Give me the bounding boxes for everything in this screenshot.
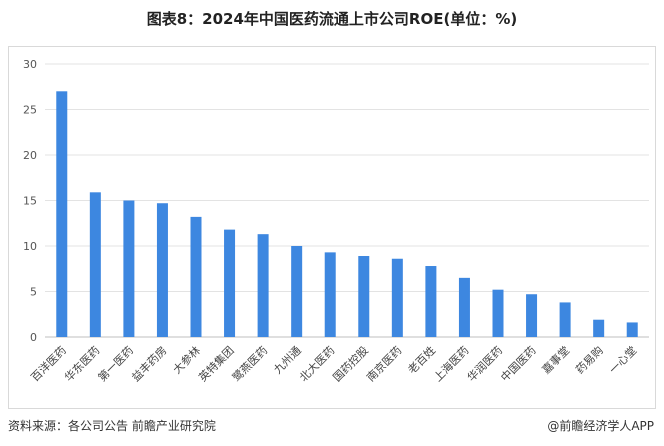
bar <box>56 91 68 337</box>
x-tick-label: 九州通 <box>271 344 304 377</box>
bar <box>291 246 303 337</box>
x-tick-label: 益丰药房 <box>129 343 170 384</box>
bar <box>391 258 403 337</box>
bar <box>458 277 470 337</box>
bar <box>257 234 269 337</box>
chart-frame: 0 5 10 15 20 25 30 百洋医药 华东医药 第一医药 益丰药房 大参林 英特集团 鹭燕医药… <box>8 46 656 409</box>
bar <box>190 216 202 337</box>
x-tick-label: 华东医药 <box>61 343 102 384</box>
x-tick-label: 英特集团 <box>196 343 237 384</box>
x-tick-label: 南京医药 <box>363 343 404 384</box>
x-tick-label: 老百姓 <box>405 343 438 376</box>
y-tick-label: 0 <box>30 331 37 344</box>
bar <box>89 192 101 337</box>
bar <box>358 256 370 337</box>
y-tick-label: 30 <box>23 58 37 71</box>
x-tick-label: 百洋医药 <box>28 343 69 384</box>
bar <box>559 302 571 337</box>
bar <box>492 289 504 337</box>
x-tick-label: 药易购 <box>573 343 606 376</box>
x-tick-label: 中国医药 <box>498 344 538 384</box>
x-tick-label: 鹭燕医药 <box>229 343 270 384</box>
bar <box>425 266 437 337</box>
bar <box>526 294 538 337</box>
grid-lines <box>45 63 649 338</box>
bar <box>156 203 168 337</box>
bar <box>593 319 605 337</box>
x-tick-label: 北大医药 <box>296 343 337 384</box>
chart-title: 图表8：2024年中国医药流通上市公司ROE(单位：%) <box>146 10 518 28</box>
y-tick-label: 15 <box>23 195 37 208</box>
bar <box>324 252 336 337</box>
bar <box>123 200 135 337</box>
x-tick-label: 国药控股 <box>330 343 371 384</box>
bars <box>56 91 638 337</box>
y-tick-label: 20 <box>23 149 37 162</box>
x-tick-label: 一心堂 <box>607 344 640 377</box>
x-tick-label: 上海医药 <box>431 343 472 384</box>
x-tick-label: 第一医药 <box>95 343 136 384</box>
y-tick-label: 10 <box>23 240 37 253</box>
x-tick-label: 华润医药 <box>464 343 505 384</box>
source-note: 资料来源：各公司公告 前瞻产业研究院 <box>8 419 216 433</box>
y-tick-label: 25 <box>23 104 37 117</box>
brand-credit: @前瞻经济学人APP <box>547 419 654 433</box>
y-axis-ticks: 0 5 10 15 20 25 30 <box>23 58 37 344</box>
bar <box>626 322 638 337</box>
bar <box>224 229 236 337</box>
x-tick-label: 嘉事堂 <box>539 343 572 376</box>
x-tick-label: 大参林 <box>170 343 203 376</box>
y-tick-label: 5 <box>30 286 37 299</box>
